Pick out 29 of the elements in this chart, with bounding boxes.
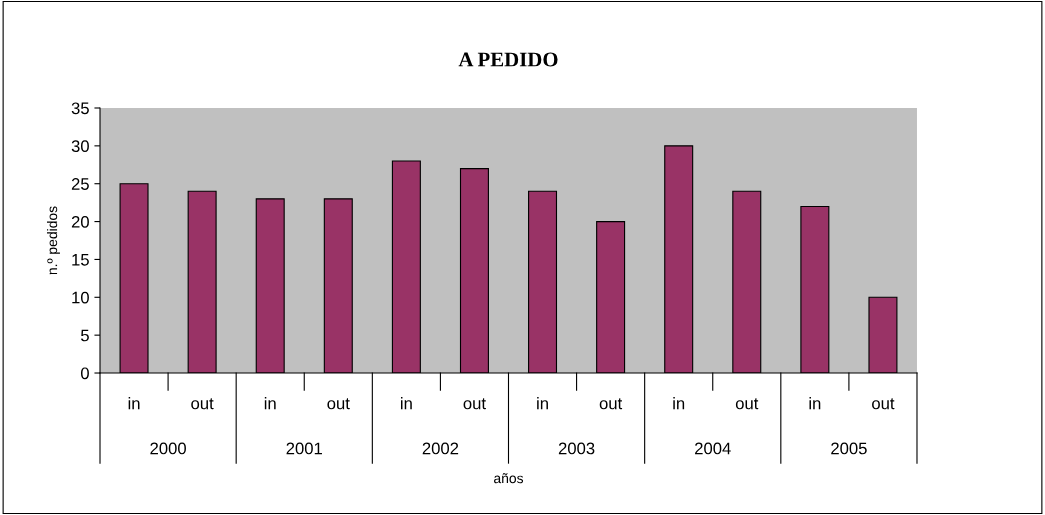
x-tick-label: in (809, 397, 821, 410)
text: 2005 (831, 442, 867, 455)
x-tick-label: in (673, 397, 685, 410)
text: 2002 (422, 442, 459, 455)
x-tick-label: out (327, 398, 350, 410)
x-tick-label: in (128, 397, 140, 410)
y-tick-label: 5 (80, 329, 89, 342)
y-tick-label: 20 (71, 215, 89, 228)
x-axis-title: años (494, 473, 524, 484)
x-tick-label: out (872, 398, 895, 410)
y-tick-label: 25 (71, 178, 89, 190)
x-tick-label: out (599, 398, 623, 410)
text: 2000 (150, 442, 186, 455)
y-tick-label: 10 (72, 291, 89, 304)
y-tick-label: 30 (71, 140, 89, 153)
x-tick-label: out (463, 398, 486, 410)
y-tick-label: 0 (80, 367, 89, 380)
y-tick-label: 15 (72, 254, 89, 266)
text: 2001 (286, 442, 322, 455)
x-tick-label: in (401, 397, 412, 410)
text: 2003 (558, 442, 595, 455)
text: 2004 (695, 442, 731, 455)
x-tick-label: in (537, 397, 548, 410)
y-tick-label: 35 (71, 102, 89, 115)
chart-title: A PEDIDO (458, 52, 558, 67)
x-tick-label: out (735, 398, 759, 410)
x-tick-label: out (191, 398, 214, 410)
y-axis-title: n.º pedidos (47, 206, 60, 275)
x-tick-label: in (264, 397, 276, 410)
